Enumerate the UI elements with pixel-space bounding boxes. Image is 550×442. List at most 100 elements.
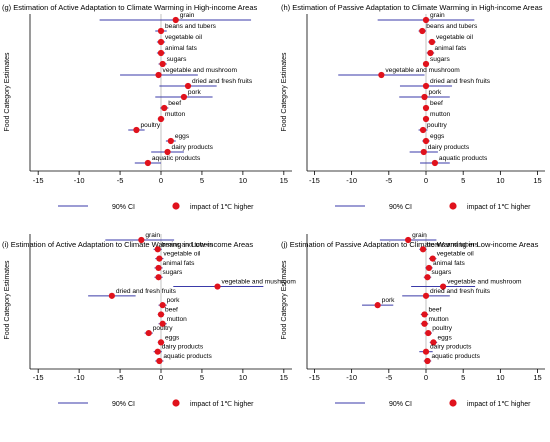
category-label: beef [165, 306, 178, 313]
estimate-point [422, 16, 430, 24]
estimate-point [144, 159, 151, 167]
estimate-point [159, 302, 166, 309]
category-label: sugars [431, 269, 451, 276]
estimate-point [422, 60, 430, 68]
x-tick-label: 10 [496, 373, 504, 382]
category-label: dairy products [172, 144, 214, 151]
estimate-point [133, 126, 140, 134]
x-tick-label: 0 [424, 176, 428, 185]
category-label: vegetable and mushroom [385, 67, 460, 74]
legend-point-swatch [449, 202, 457, 210]
category-label: sugars [430, 56, 450, 63]
x-tick-label: 5 [461, 373, 465, 382]
estimate-point [180, 93, 188, 101]
category-label: dried and fresh fruits [430, 78, 491, 85]
estimate-point [155, 264, 162, 272]
estimate-point [422, 115, 430, 123]
legend-ci-label: 90% CI [389, 401, 412, 408]
legend-ci-label: 90% CI [112, 204, 135, 211]
panel-title: (j) Estimation of Passive Adaptation to … [281, 240, 539, 249]
estimate-point [421, 320, 428, 327]
category-label: grain [180, 12, 195, 19]
x-tick-label: -10 [346, 176, 357, 185]
category-label: eggs [430, 133, 445, 140]
category-label: mutton [430, 111, 450, 118]
estimate-point [421, 93, 428, 101]
chart-panel-2: (i) Estimation of Active Adaptation to C… [2, 232, 296, 408]
estimate-point [108, 292, 115, 299]
estimate-point [145, 329, 152, 337]
estimate-point [155, 274, 162, 281]
category-label: sugars [163, 269, 183, 276]
legend-ci-label: 90% CI [112, 401, 135, 408]
x-tick-label: -15 [33, 176, 44, 185]
category-label: dairy products [430, 344, 472, 351]
estimate-point [425, 329, 432, 337]
x-tick-label: 10 [239, 373, 247, 382]
category-label: beans and tubers [162, 241, 214, 248]
category-label: poultry [140, 122, 160, 129]
category-label: beef [429, 306, 442, 313]
x-tick-label: 15 [280, 373, 288, 382]
category-label: aquatic products [431, 353, 480, 360]
estimate-point [164, 148, 171, 156]
estimate-point [405, 236, 412, 244]
x-tick-label: 0 [424, 373, 428, 382]
legend-point-swatch [449, 399, 457, 407]
x-tick-label: 0 [159, 176, 163, 185]
estimate-point [156, 255, 163, 262]
chart-panel-0: (g) Estimation of Active Adaptation to C… [2, 3, 292, 211]
category-label: aquatic products [152, 155, 201, 162]
x-tick-label: 10 [496, 176, 504, 185]
estimate-point [154, 348, 161, 355]
estimate-point [378, 71, 385, 79]
category-label: vegetable oil [163, 251, 201, 258]
category-label: dried and fresh fruits [430, 288, 491, 295]
legend-point-label: impact of 1℃ higher [467, 204, 531, 211]
legend-point-label: impact of 1℃ higher [467, 401, 531, 408]
x-tick-label: 15 [533, 373, 541, 382]
category-label: poultry [153, 325, 173, 332]
x-tick-label: -15 [309, 373, 320, 382]
category-label: mutton [429, 316, 449, 323]
category-label: dairy products [162, 344, 204, 351]
x-tick-label: 15 [280, 176, 288, 185]
category-label: grain [412, 232, 427, 239]
category-label: vegetable and mushroom [447, 279, 522, 286]
category-label: eggs [175, 133, 190, 140]
x-tick-label: -10 [346, 373, 357, 382]
x-tick-label: 0 [159, 373, 163, 382]
x-tick-label: 15 [533, 176, 541, 185]
category-label: pork [382, 297, 396, 304]
legend-ci-label: 90% CI [389, 204, 412, 211]
estimate-point [159, 60, 166, 68]
category-label: poultry [427, 122, 447, 129]
y-axis-label: Food Category Estimates [4, 52, 11, 131]
estimate-point [422, 137, 430, 145]
x-tick-label: -15 [33, 373, 44, 382]
estimate-point [155, 71, 162, 79]
x-tick-label: 5 [200, 176, 204, 185]
chart-panel-1: (h) Estimation of Passive Adaptation to … [281, 3, 545, 211]
x-tick-label: -15 [309, 176, 320, 185]
x-tick-label: -10 [74, 373, 85, 382]
estimate-point [419, 126, 427, 134]
category-label: pork [429, 89, 443, 96]
category-label: mutton [165, 111, 185, 118]
estimate-point [422, 348, 430, 355]
estimate-point [440, 283, 447, 290]
category-label: eggs [437, 334, 452, 341]
estimate-point [421, 311, 428, 318]
estimate-point [172, 16, 179, 24]
category-label: vegetable oil [165, 34, 203, 41]
estimate-point [425, 264, 433, 272]
estimate-point [428, 38, 436, 46]
estimate-point [159, 320, 166, 327]
estimate-point [157, 49, 165, 57]
category-label: dried and fresh fruits [192, 78, 253, 85]
category-label: animal fats [433, 260, 466, 267]
category-label: pork [188, 89, 202, 96]
estimate-point [427, 49, 434, 57]
category-label: aquatic products [163, 353, 212, 360]
category-label: sugars [167, 56, 187, 63]
